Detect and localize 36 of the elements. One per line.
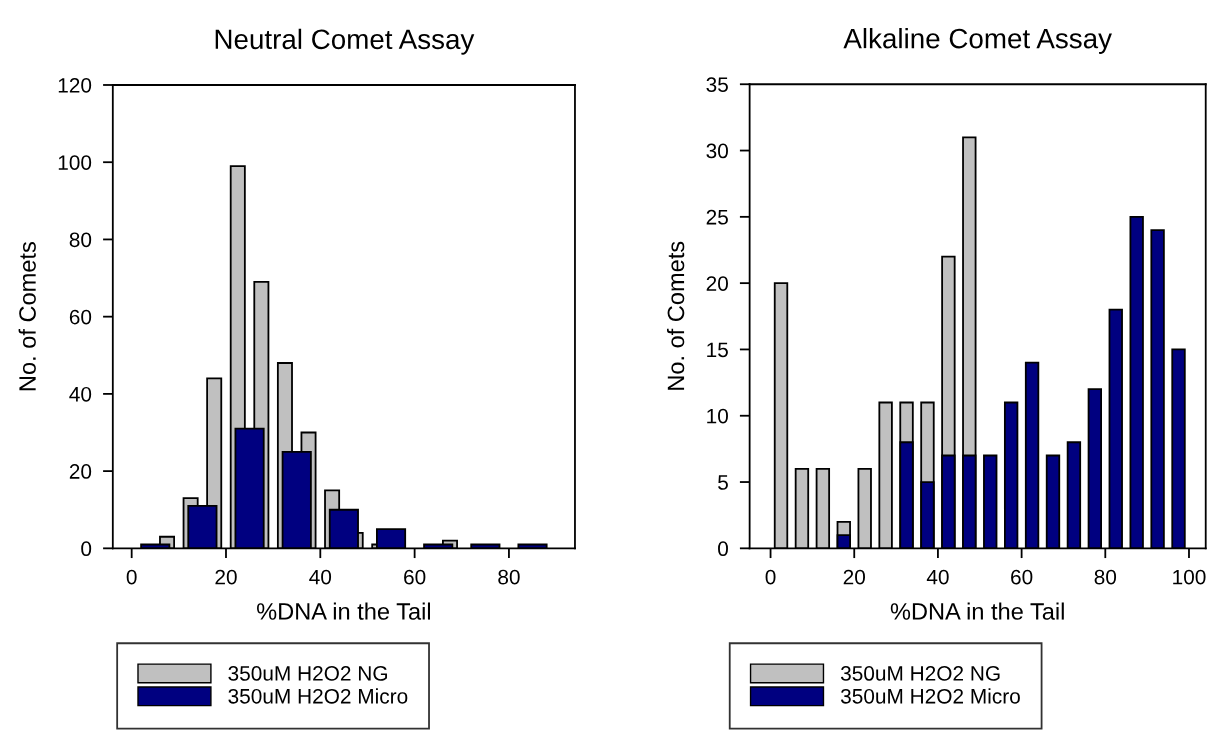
- chart-title: Neutral Comet Assay: [215, 28, 475, 55]
- x-tick-label: 20: [843, 569, 866, 585]
- x-tick-label: 0: [126, 569, 137, 585]
- x-tick-label: 60: [1011, 569, 1033, 585]
- y-tick-label: 10: [707, 408, 728, 424]
- y-tick-label: 20: [69, 464, 92, 479]
- x-tick-label: 60: [404, 569, 426, 585]
- legend-label: 350uM H2O2 Micro: [840, 688, 1020, 704]
- x-axis-title: %DNA in the Tail: [257, 602, 431, 620]
- legend-label: 350uM H2O2 Micro: [228, 688, 408, 704]
- y-tick-label: 25: [706, 209, 728, 225]
- y-axis-title: No. of Comets: [18, 242, 36, 391]
- y-tick-label: 5: [718, 475, 728, 490]
- y-tick-label: 20: [706, 276, 728, 291]
- x-tick-label: 0: [765, 569, 776, 585]
- x-tick-label: 80: [1094, 569, 1117, 585]
- y-tick-label: 40: [69, 386, 92, 402]
- y-tick-label: 30: [706, 143, 728, 159]
- y-tick-label: 120: [58, 77, 92, 93]
- y-tick-label: 0: [718, 541, 728, 557]
- y-tick-label: 80: [69, 232, 92, 248]
- x-tick-label: 40: [926, 569, 949, 585]
- x-tick-label: 100: [1173, 569, 1206, 585]
- y-tick-label: 60: [69, 309, 92, 325]
- y-tick-label: 100: [58, 155, 92, 170]
- y-tick-label: 35: [706, 77, 728, 92]
- legend-label: 350uM H2O2 NG: [840, 666, 1000, 681]
- x-tick-label: 40: [309, 569, 332, 585]
- chart-title: Alkaline Comet Assay: [843, 28, 1112, 54]
- x-axis-title: %DNA in the Tail: [890, 602, 1064, 620]
- legend-label: 350uM H2O2 NG: [228, 666, 387, 681]
- y-tick-label: 15: [707, 342, 728, 358]
- y-tick-label: 0: [81, 541, 92, 557]
- x-tick-label: 80: [498, 569, 520, 585]
- y-axis-title: No. of Comets: [666, 241, 685, 390]
- x-tick-label: 20: [215, 569, 237, 585]
